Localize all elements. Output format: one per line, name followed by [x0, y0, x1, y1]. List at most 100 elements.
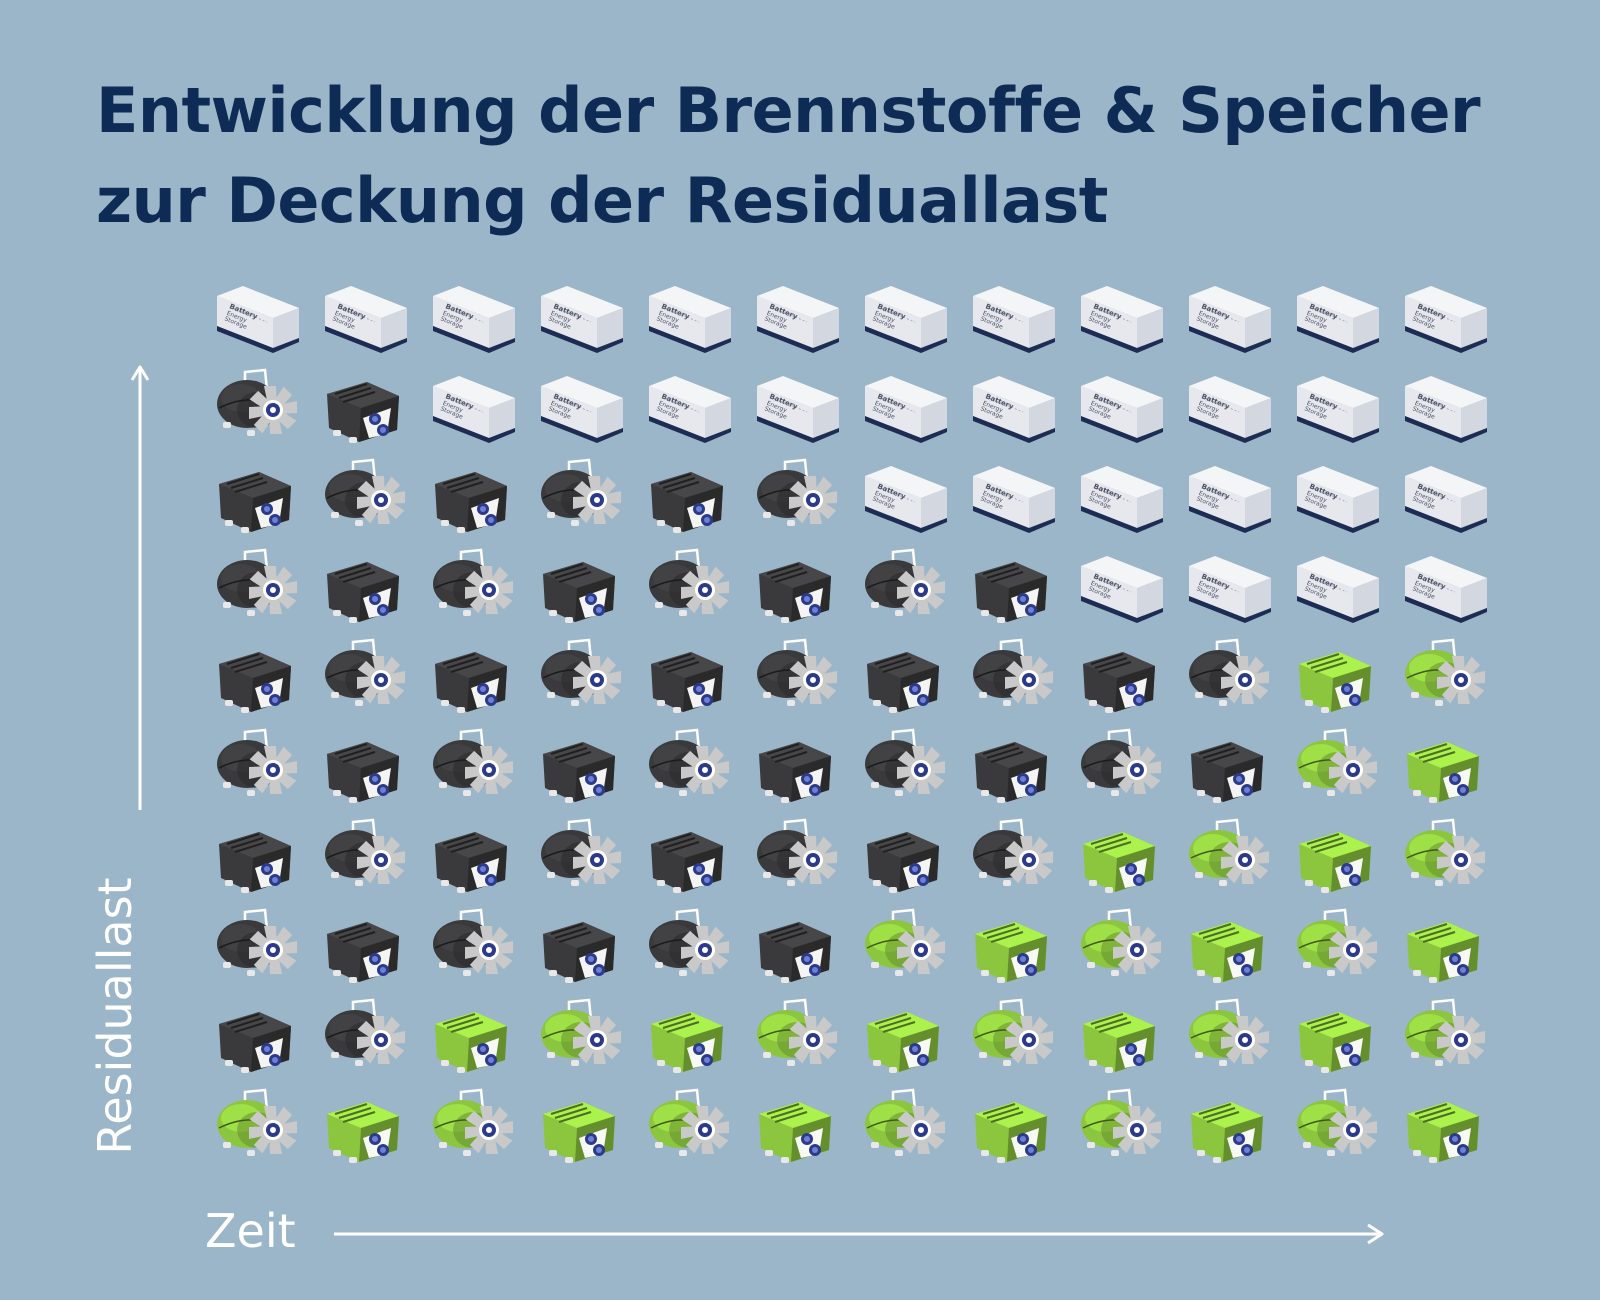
grid-cell-battery: Battery Energy Storage — [419, 270, 527, 360]
grid-cell-green-engine — [1067, 810, 1175, 900]
grid-cell-battery: Battery Energy Storage — [1391, 360, 1499, 450]
grid-cell-green-engine — [527, 1080, 635, 1170]
battery-storage-icon: Battery Energy Storage — [1081, 376, 1163, 443]
battery-storage-icon: Battery Energy Storage — [1297, 466, 1379, 533]
fossil-engine-icon — [975, 562, 1047, 623]
grid-cell-battery: Battery Energy Storage — [1283, 270, 1391, 360]
grid-cell-battery: Battery Energy Storage — [203, 270, 311, 360]
grid-cell-green-engine — [1067, 990, 1175, 1080]
grid-cell-green-turbine — [203, 1080, 311, 1170]
grid-cell-battery: Battery Energy Storage — [1391, 540, 1499, 630]
fossil-turbine-icon — [541, 458, 621, 526]
fossil-engine-icon — [219, 1012, 291, 1073]
grid-cell-battery: Battery Energy Storage — [1067, 360, 1175, 450]
fossil-engine-icon — [327, 742, 399, 803]
grid-cell-battery: Battery Energy Storage — [1175, 270, 1283, 360]
green-turbine-icon — [973, 998, 1053, 1066]
fossil-turbine-icon — [217, 368, 297, 436]
green-turbine-icon — [649, 1088, 729, 1156]
grid-cell-fossil-turbine — [311, 990, 419, 1080]
green-engine-icon — [975, 1102, 1047, 1163]
battery-storage-icon: Battery Energy Storage — [865, 286, 947, 353]
grid-cell-fossil-turbine — [203, 900, 311, 990]
grid-cell-fossil-engine — [527, 900, 635, 990]
green-engine-icon — [327, 1102, 399, 1163]
fossil-engine-icon — [327, 922, 399, 983]
grid-cell-fossil-turbine — [527, 810, 635, 900]
grid-cell-fossil-engine — [203, 990, 311, 1080]
grid-cell-battery: Battery Energy Storage — [527, 270, 635, 360]
grid-cell-green-engine — [635, 990, 743, 1080]
green-engine-icon — [543, 1102, 615, 1163]
fossil-turbine-icon — [325, 998, 405, 1066]
grid-cell-green-turbine — [1283, 720, 1391, 810]
grid-cell-fossil-turbine — [527, 450, 635, 540]
grid-cell-fossil-engine — [743, 720, 851, 810]
fossil-turbine-icon — [217, 728, 297, 796]
green-turbine-icon — [865, 908, 945, 976]
battery-storage-icon: Battery Energy Storage — [1189, 376, 1271, 443]
green-engine-icon — [1407, 1102, 1479, 1163]
fossil-engine-icon — [435, 652, 507, 713]
green-engine-icon — [867, 1012, 939, 1073]
fossil-engine-icon — [651, 652, 723, 713]
y-axis-arrow — [130, 365, 150, 810]
fossil-engine-icon — [327, 382, 399, 443]
green-turbine-icon — [1081, 1088, 1161, 1156]
grid-cell-fossil-engine — [851, 630, 959, 720]
battery-storage-icon: Battery Energy Storage — [649, 286, 731, 353]
green-turbine-icon — [1405, 638, 1485, 706]
grid-cell-fossil-turbine — [1067, 720, 1175, 810]
green-engine-icon — [1299, 652, 1371, 713]
grid-cell-fossil-engine — [311, 360, 419, 450]
fossil-turbine-icon — [433, 908, 513, 976]
fossil-turbine-icon — [757, 458, 837, 526]
grid-cell-green-turbine — [1391, 990, 1499, 1080]
green-engine-icon — [759, 1102, 831, 1163]
grid-cell-fossil-engine — [419, 630, 527, 720]
fossil-engine-icon — [1191, 742, 1263, 803]
battery-storage-icon: Battery Energy Storage — [973, 466, 1055, 533]
battery-storage-icon: Battery Energy Storage — [1405, 556, 1487, 623]
battery-storage-icon: Battery Energy Storage — [649, 376, 731, 443]
battery-storage-icon: Battery Energy Storage — [1297, 376, 1379, 443]
battery-storage-icon: Battery Energy Storage — [1297, 556, 1379, 623]
fossil-engine-icon — [219, 832, 291, 893]
grid-cell-green-engine — [1283, 630, 1391, 720]
grid-cell-green-engine — [1283, 810, 1391, 900]
grid-cell-battery: Battery Energy Storage — [743, 360, 851, 450]
grid-cell-fossil-engine — [203, 630, 311, 720]
fossil-engine-icon — [759, 742, 831, 803]
grid-cell-green-turbine — [1175, 990, 1283, 1080]
grid-cell-fossil-engine — [527, 540, 635, 630]
green-turbine-icon — [1189, 998, 1269, 1066]
fossil-engine-icon — [975, 742, 1047, 803]
green-turbine-icon — [1189, 818, 1269, 886]
grid-cell-green-turbine — [1391, 810, 1499, 900]
grid-cell-fossil-turbine — [203, 720, 311, 810]
green-turbine-icon — [1297, 1088, 1377, 1156]
grid-cell-fossil-turbine — [851, 540, 959, 630]
green-engine-icon — [1299, 1012, 1371, 1073]
fossil-turbine-icon — [649, 728, 729, 796]
battery-storage-icon: Battery Energy Storage — [433, 376, 515, 443]
grid-cell-green-turbine — [635, 1080, 743, 1170]
fossil-engine-icon — [1083, 652, 1155, 713]
fossil-engine-icon — [651, 472, 723, 533]
fossil-turbine-icon — [973, 818, 1053, 886]
grid-cell-fossil-engine — [203, 810, 311, 900]
grid-cell-fossil-turbine — [311, 630, 419, 720]
y-axis-label: Residuallast — [88, 877, 142, 1155]
green-turbine-icon — [217, 1088, 297, 1156]
battery-storage-icon: Battery Energy Storage — [1189, 466, 1271, 533]
green-engine-icon — [1407, 742, 1479, 803]
grid-cell-fossil-turbine — [959, 810, 1067, 900]
fossil-turbine-icon — [757, 818, 837, 886]
green-engine-icon — [1191, 922, 1263, 983]
grid-cell-fossil-turbine — [635, 900, 743, 990]
grid-cell-fossil-turbine — [419, 540, 527, 630]
green-turbine-icon — [1297, 908, 1377, 976]
battery-storage-icon: Battery Energy Storage — [973, 376, 1055, 443]
battery-storage-icon: Battery Energy Storage — [1297, 286, 1379, 353]
grid-cell-fossil-engine — [311, 900, 419, 990]
